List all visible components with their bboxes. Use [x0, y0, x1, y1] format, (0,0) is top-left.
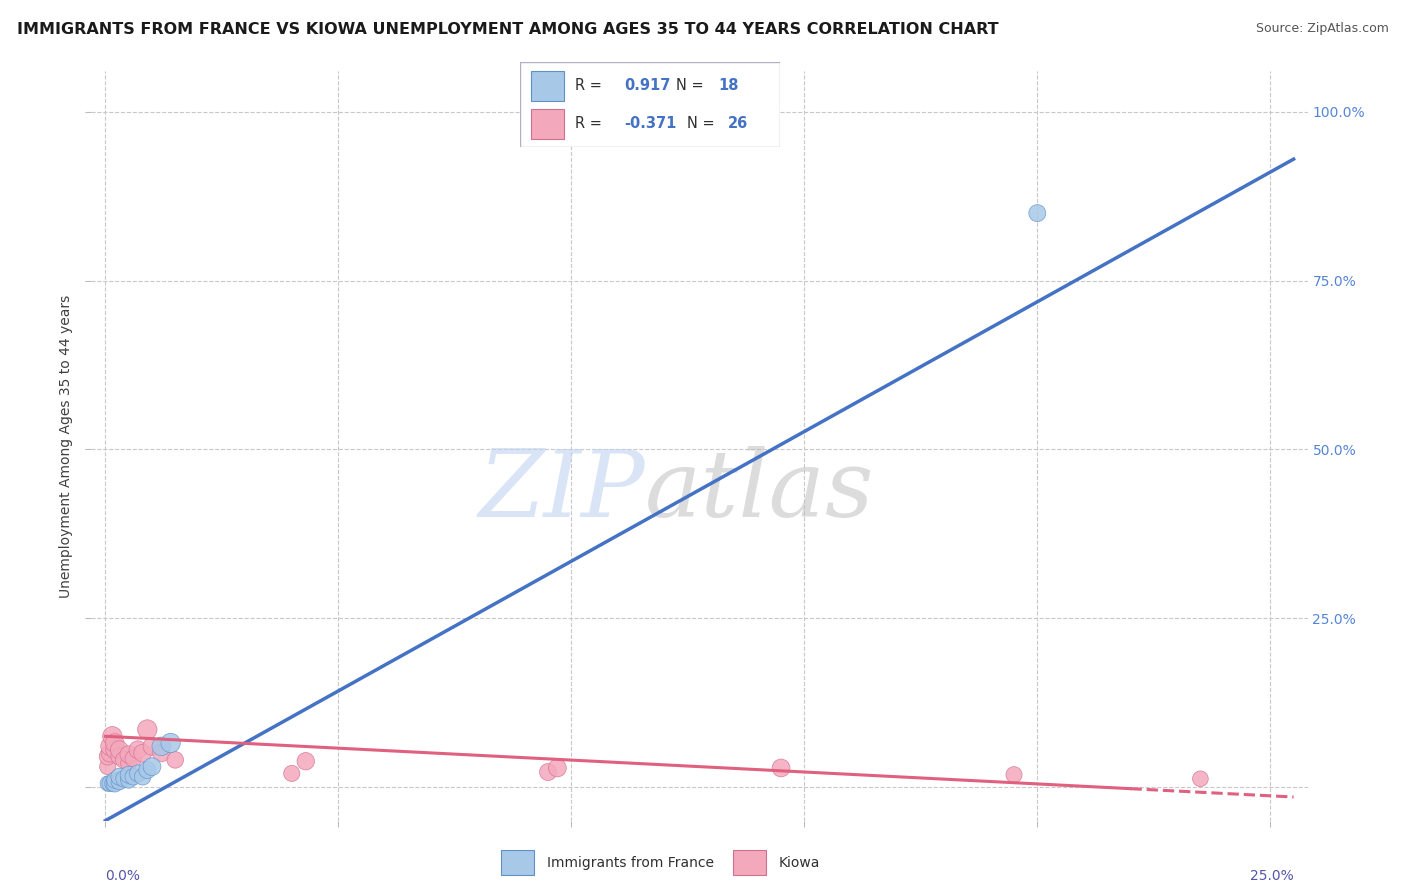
Text: R =: R = — [575, 78, 602, 94]
Point — [97, 776, 120, 790]
Y-axis label: Unemployment Among Ages 35 to 44 years: Unemployment Among Ages 35 to 44 years — [59, 294, 73, 598]
Point — [104, 776, 127, 790]
Point — [136, 763, 159, 777]
Point — [112, 772, 135, 786]
Point — [127, 743, 149, 757]
Point — [98, 746, 121, 760]
Point — [131, 770, 153, 784]
Text: ZIP: ZIP — [478, 446, 645, 536]
Text: 18: 18 — [718, 78, 738, 94]
Text: 0.0%: 0.0% — [105, 870, 141, 883]
Point — [150, 746, 173, 760]
Point — [108, 749, 131, 764]
Point — [104, 736, 127, 750]
Text: R =: R = — [575, 116, 602, 131]
Point — [118, 768, 141, 782]
Point — [165, 753, 187, 767]
Point — [281, 766, 304, 780]
Point — [101, 729, 124, 743]
Point — [141, 759, 163, 773]
Point — [104, 743, 127, 757]
Text: Source: ZipAtlas.com: Source: ZipAtlas.com — [1256, 22, 1389, 36]
Point — [122, 770, 145, 784]
Point — [769, 761, 792, 775]
Text: 25.0%: 25.0% — [1250, 870, 1294, 883]
Point — [1002, 768, 1025, 782]
Bar — [530, 109, 564, 139]
Point — [131, 746, 153, 760]
Bar — [530, 71, 564, 101]
Point — [108, 774, 131, 789]
Text: N =: N = — [676, 78, 704, 94]
Point — [104, 773, 127, 788]
Point — [150, 739, 173, 754]
Point — [97, 759, 120, 773]
Point — [98, 776, 121, 790]
Point — [108, 770, 131, 784]
Text: N =: N = — [686, 116, 714, 131]
Text: atlas: atlas — [645, 446, 875, 536]
Text: Immigrants from France: Immigrants from France — [547, 855, 714, 870]
Point — [112, 753, 135, 767]
Point — [98, 739, 121, 754]
Text: 26: 26 — [728, 116, 748, 131]
Point — [97, 749, 120, 764]
Bar — [501, 850, 534, 875]
Point — [118, 756, 141, 771]
Point — [118, 747, 141, 762]
Point — [546, 761, 568, 775]
Point — [159, 736, 181, 750]
Point — [127, 766, 149, 780]
Point — [118, 773, 141, 788]
Point — [136, 723, 159, 737]
Text: Kiowa: Kiowa — [779, 855, 820, 870]
Point — [1026, 206, 1049, 220]
Point — [122, 751, 145, 765]
Point — [108, 743, 131, 757]
Point — [537, 765, 560, 780]
Point — [294, 754, 316, 768]
Point — [1189, 772, 1212, 786]
Bar — [733, 850, 766, 875]
Point — [141, 739, 163, 754]
Text: 0.917: 0.917 — [624, 78, 671, 94]
Point — [101, 776, 124, 790]
Text: -0.371: -0.371 — [624, 116, 676, 131]
Text: IMMIGRANTS FROM FRANCE VS KIOWA UNEMPLOYMENT AMONG AGES 35 TO 44 YEARS CORRELATI: IMMIGRANTS FROM FRANCE VS KIOWA UNEMPLOY… — [17, 22, 998, 37]
